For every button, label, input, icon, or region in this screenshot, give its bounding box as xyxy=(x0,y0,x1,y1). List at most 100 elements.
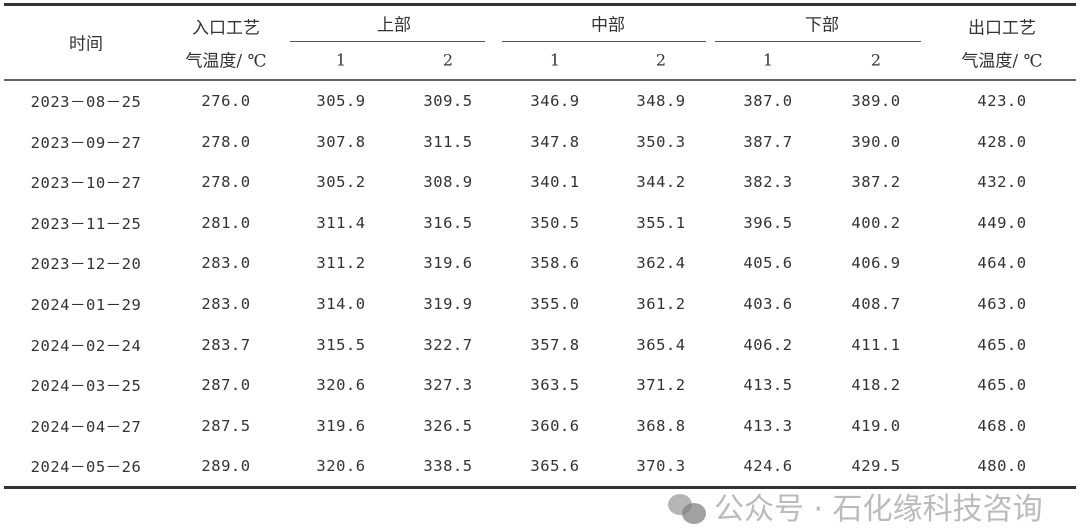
value-cell: 311.4 xyxy=(316,213,366,232)
value-cell: 387.2 xyxy=(851,173,901,192)
value-cell: 400.2 xyxy=(851,213,901,232)
value-cell: 406.9 xyxy=(851,254,901,273)
date-cell: 2023－10－27 xyxy=(30,174,142,193)
value-cell: 464.0 xyxy=(977,254,1027,273)
value-cell: 276.0 xyxy=(201,92,251,110)
value-cell: 319.6 xyxy=(423,254,473,273)
value-cell: 357.8 xyxy=(530,335,580,354)
value-cell: 468.0 xyxy=(977,416,1027,435)
value-cell: 387.0 xyxy=(743,92,793,110)
value-cell: 320.6 xyxy=(316,457,366,476)
value-cell: 278.0 xyxy=(201,132,251,151)
value-cell: 365.4 xyxy=(636,335,686,354)
date-cell: 2023－08－25 xyxy=(30,93,142,111)
value-cell: 405.6 xyxy=(743,254,793,273)
value-cell: 418.2 xyxy=(851,376,901,395)
value-cell: 315.5 xyxy=(316,335,366,354)
date-cell: 2023－12－20 xyxy=(30,255,142,274)
subheader-5: 1 xyxy=(762,50,774,70)
header-rule xyxy=(4,79,1076,81)
value-cell: 423.0 xyxy=(977,92,1027,110)
value-cell: 390.0 xyxy=(851,132,901,151)
wechat-icon xyxy=(668,494,708,526)
value-cell: 382.3 xyxy=(743,173,793,192)
value-cell: 387.7 xyxy=(743,132,793,151)
value-cell: 322.7 xyxy=(423,335,473,354)
subheader-2: 2 xyxy=(442,50,454,70)
header-middle: 中部 xyxy=(591,15,625,36)
value-cell: 283.0 xyxy=(201,254,251,273)
subheader-1: 1 xyxy=(335,50,347,70)
value-cell: 411.1 xyxy=(851,335,901,354)
value-cell: 362.4 xyxy=(636,254,686,273)
value-cell: 340.1 xyxy=(530,173,580,192)
value-cell: 428.0 xyxy=(977,132,1027,151)
value-cell: 314.0 xyxy=(316,295,366,313)
value-cell: 344.2 xyxy=(636,173,686,192)
lower-group-rule xyxy=(715,41,921,42)
value-cell: 347.8 xyxy=(530,132,580,151)
value-cell: 308.9 xyxy=(423,173,473,192)
header-lower: 下部 xyxy=(805,15,839,36)
value-cell: 350.3 xyxy=(636,132,686,151)
subheader-6: 2 xyxy=(870,50,882,70)
value-cell: 406.2 xyxy=(743,335,793,354)
value-cell: 319.9 xyxy=(423,295,473,313)
upper-group-rule xyxy=(290,41,485,42)
subheader-4: 2 xyxy=(655,50,667,70)
value-cell: 408.7 xyxy=(851,295,901,313)
value-cell: 289.0 xyxy=(201,457,251,476)
value-cell: 413.5 xyxy=(743,376,793,395)
value-cell: 432.0 xyxy=(977,173,1027,192)
value-cell: 371.2 xyxy=(636,376,686,395)
date-cell: 2024－01－29 xyxy=(30,296,142,314)
value-cell: 287.5 xyxy=(201,416,251,435)
value-cell: 320.6 xyxy=(316,376,366,395)
header-time: 时间 xyxy=(69,34,103,55)
value-cell: 413.3 xyxy=(743,416,793,435)
header-outlet-line1: 出口工艺 xyxy=(968,18,1036,39)
value-cell: 449.0 xyxy=(977,213,1027,232)
date-cell: 2024－04－27 xyxy=(30,417,142,436)
value-cell: 338.5 xyxy=(423,457,473,476)
watermark-text: 公众号 · 石化缘科技咨询 xyxy=(714,492,1043,527)
value-cell: 346.9 xyxy=(530,92,580,110)
bottom-rule xyxy=(4,486,1076,489)
value-cell: 370.3 xyxy=(636,457,686,476)
value-cell: 463.0 xyxy=(977,295,1027,313)
watermark: 公众号 · 石化缘科技咨询 xyxy=(668,492,1043,528)
top-rule xyxy=(4,3,1076,6)
value-cell: 465.0 xyxy=(977,335,1027,354)
value-cell: 311.2 xyxy=(316,254,366,273)
date-cell: 2023－11－25 xyxy=(30,214,142,233)
value-cell: 326.5 xyxy=(423,416,473,435)
value-cell: 480.0 xyxy=(977,457,1027,476)
value-cell: 389.0 xyxy=(851,92,901,110)
value-cell: 319.6 xyxy=(316,416,366,435)
value-cell: 311.5 xyxy=(423,132,473,151)
value-cell: 305.2 xyxy=(316,173,366,192)
value-cell: 350.5 xyxy=(530,213,580,232)
value-cell: 363.5 xyxy=(530,376,580,395)
value-cell: 327.3 xyxy=(423,376,473,395)
header-upper: 上部 xyxy=(377,15,411,36)
header-inlet-line2: 气温度/ ℃ xyxy=(185,51,267,72)
value-cell: 429.5 xyxy=(851,457,901,476)
value-cell: 358.6 xyxy=(530,254,580,273)
value-cell: 305.9 xyxy=(316,92,366,110)
value-cell: 283.0 xyxy=(201,295,251,313)
value-cell: 361.2 xyxy=(636,295,686,313)
value-cell: 365.6 xyxy=(530,457,580,476)
value-cell: 287.0 xyxy=(201,376,251,395)
value-cell: 403.6 xyxy=(743,295,793,313)
header-inlet-line1: 入口工艺 xyxy=(192,18,260,39)
value-cell: 424.6 xyxy=(743,457,793,476)
value-cell: 355.0 xyxy=(530,295,580,313)
date-cell: 2023－09－27 xyxy=(30,133,142,152)
date-cell: 2024－02－24 xyxy=(30,336,142,355)
value-cell: 465.0 xyxy=(977,376,1027,395)
value-cell: 360.6 xyxy=(530,416,580,435)
header-outlet-line2: 气温度/ ℃ xyxy=(961,51,1043,72)
value-cell: 316.5 xyxy=(423,213,473,232)
subheader-3: 1 xyxy=(549,50,561,70)
